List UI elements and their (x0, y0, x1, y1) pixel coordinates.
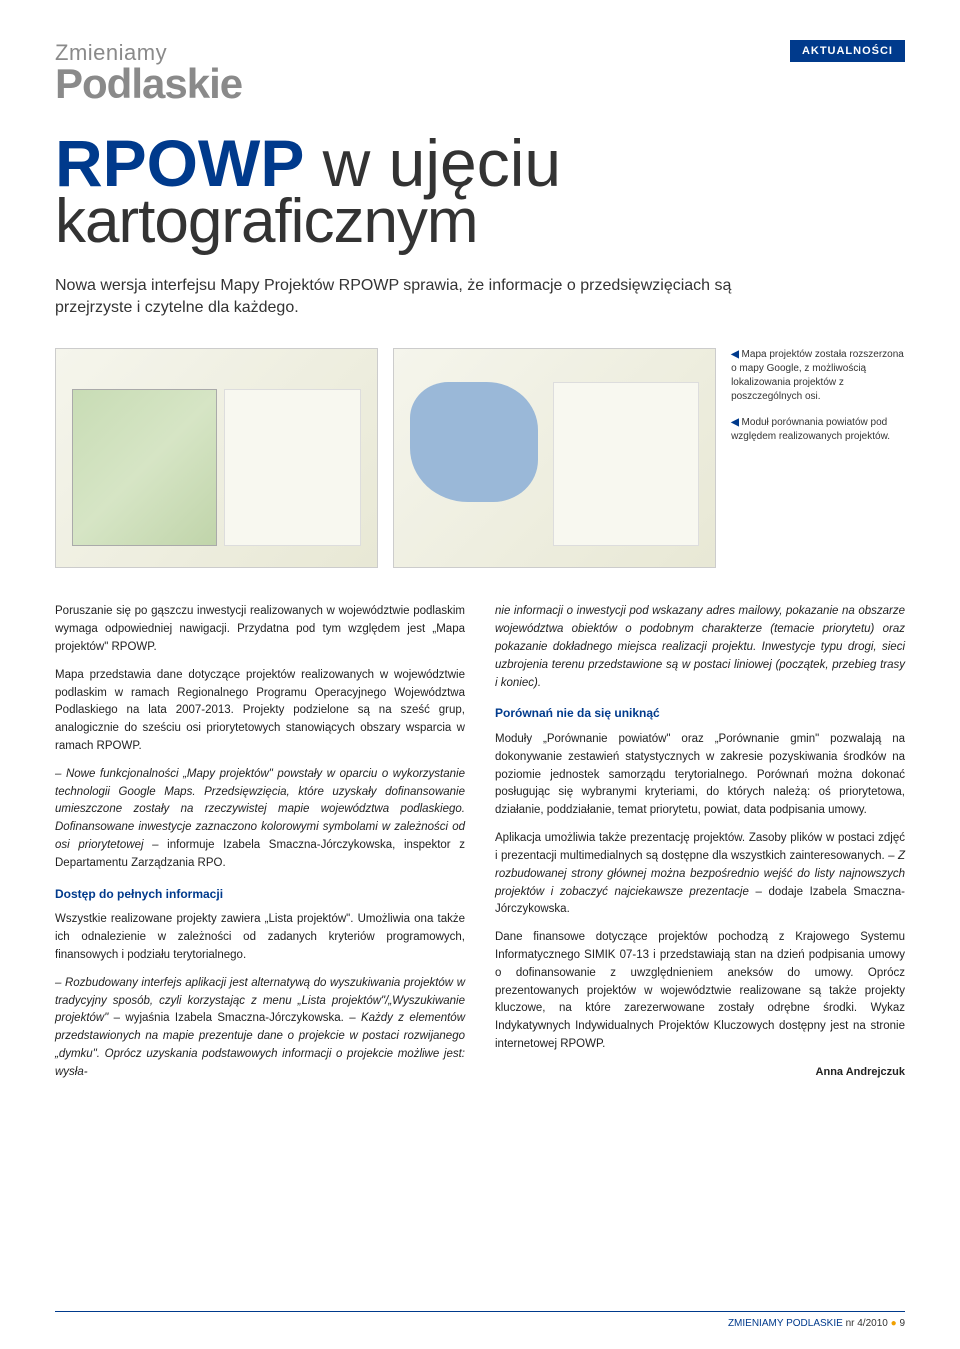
page-footer: ZMIENIAMY PODLASKIE nr 4/2010 ● 9 (55, 1311, 905, 1329)
logo-line-2: Podlaskie (55, 66, 242, 102)
para: Dane finansowe dotyczące projektów pocho… (495, 929, 905, 1054)
subhead: Dostęp do pełnych informacji (55, 885, 465, 904)
para: Mapa przedstawia dane dotyczące projektó… (55, 667, 465, 756)
article-title: RPOWP w ujęciu kartograficznym (55, 132, 905, 250)
author-byline: Anna Andrejczuk (495, 1064, 905, 1081)
caption-arrow-icon: ◀ (731, 349, 739, 360)
section-tag: AKTUALNOŚCI (790, 40, 905, 62)
caption-2: ◀ Moduł porównania powiatów pod względem… (731, 416, 905, 444)
caption-arrow-icon: ◀ (731, 417, 739, 428)
captions: ◀ Mapa projektów została rozszerzona o m… (731, 348, 905, 456)
para: – Nowe funkcjonalności „Mapy projektów" … (55, 766, 465, 873)
page-header: Zmieniamy Podlaskie AKTUALNOŚCI (55, 40, 905, 102)
para: Wszystkie realizowane projekty zawiera „… (55, 911, 465, 964)
body-columns: Poruszanie się po gąszczu inwestycji rea… (55, 603, 905, 1091)
logo: Zmieniamy Podlaskie (55, 40, 242, 102)
para-mid: – wyjaśnia Izabela Smaczna-Jórczykowska.… (108, 1012, 361, 1024)
para: Poruszanie się po gąszczu inwestycji rea… (55, 603, 465, 656)
footer-magazine: ZMIENIAMY PODLASKIE (728, 1318, 843, 1329)
screenshot-map (55, 348, 378, 568)
subhead: Porównań nie da się uniknąć (495, 704, 905, 723)
para-head: Aplikacja umożliwia także prezentację pr… (495, 832, 905, 862)
screenshot-map-image (55, 348, 378, 568)
title-line-1: RPOWP w ujęciu (55, 132, 905, 195)
title-line-2: kartograficznym (55, 194, 905, 250)
caption-1-text: Mapa projektów została rozszerzona o map… (731, 349, 904, 402)
para: nie informacji o inwestycji pod wskazany… (495, 603, 905, 692)
para: Aplikacja umożliwia także prezentację pr… (495, 830, 905, 919)
column-right: nie informacji o inwestycji pod wskazany… (495, 603, 905, 1091)
footer-page-number: 9 (899, 1318, 905, 1329)
screenshot-row: ◀ Mapa projektów została rozszerzona o m… (55, 348, 905, 568)
screenshot-compare (393, 348, 716, 568)
caption-1: ◀ Mapa projektów została rozszerzona o m… (731, 348, 905, 404)
magazine-page: Zmieniamy Podlaskie AKTUALNOŚCI RPOWP w … (0, 0, 960, 1349)
para: – Rozbudowany interfejs aplikacji jest a… (55, 975, 465, 1082)
footer-issue: nr 4/2010 (846, 1318, 888, 1329)
column-left: Poruszanie się po gąszczu inwestycji rea… (55, 603, 465, 1091)
caption-2-text: Moduł porównania powiatów pod względem r… (731, 417, 890, 442)
lede: Nowa wersja interfejsu Mapy Projektów RP… (55, 275, 775, 318)
screenshot-compare-image (393, 348, 716, 568)
para: Moduły „Porównanie powiatów" oraz „Porów… (495, 731, 905, 820)
